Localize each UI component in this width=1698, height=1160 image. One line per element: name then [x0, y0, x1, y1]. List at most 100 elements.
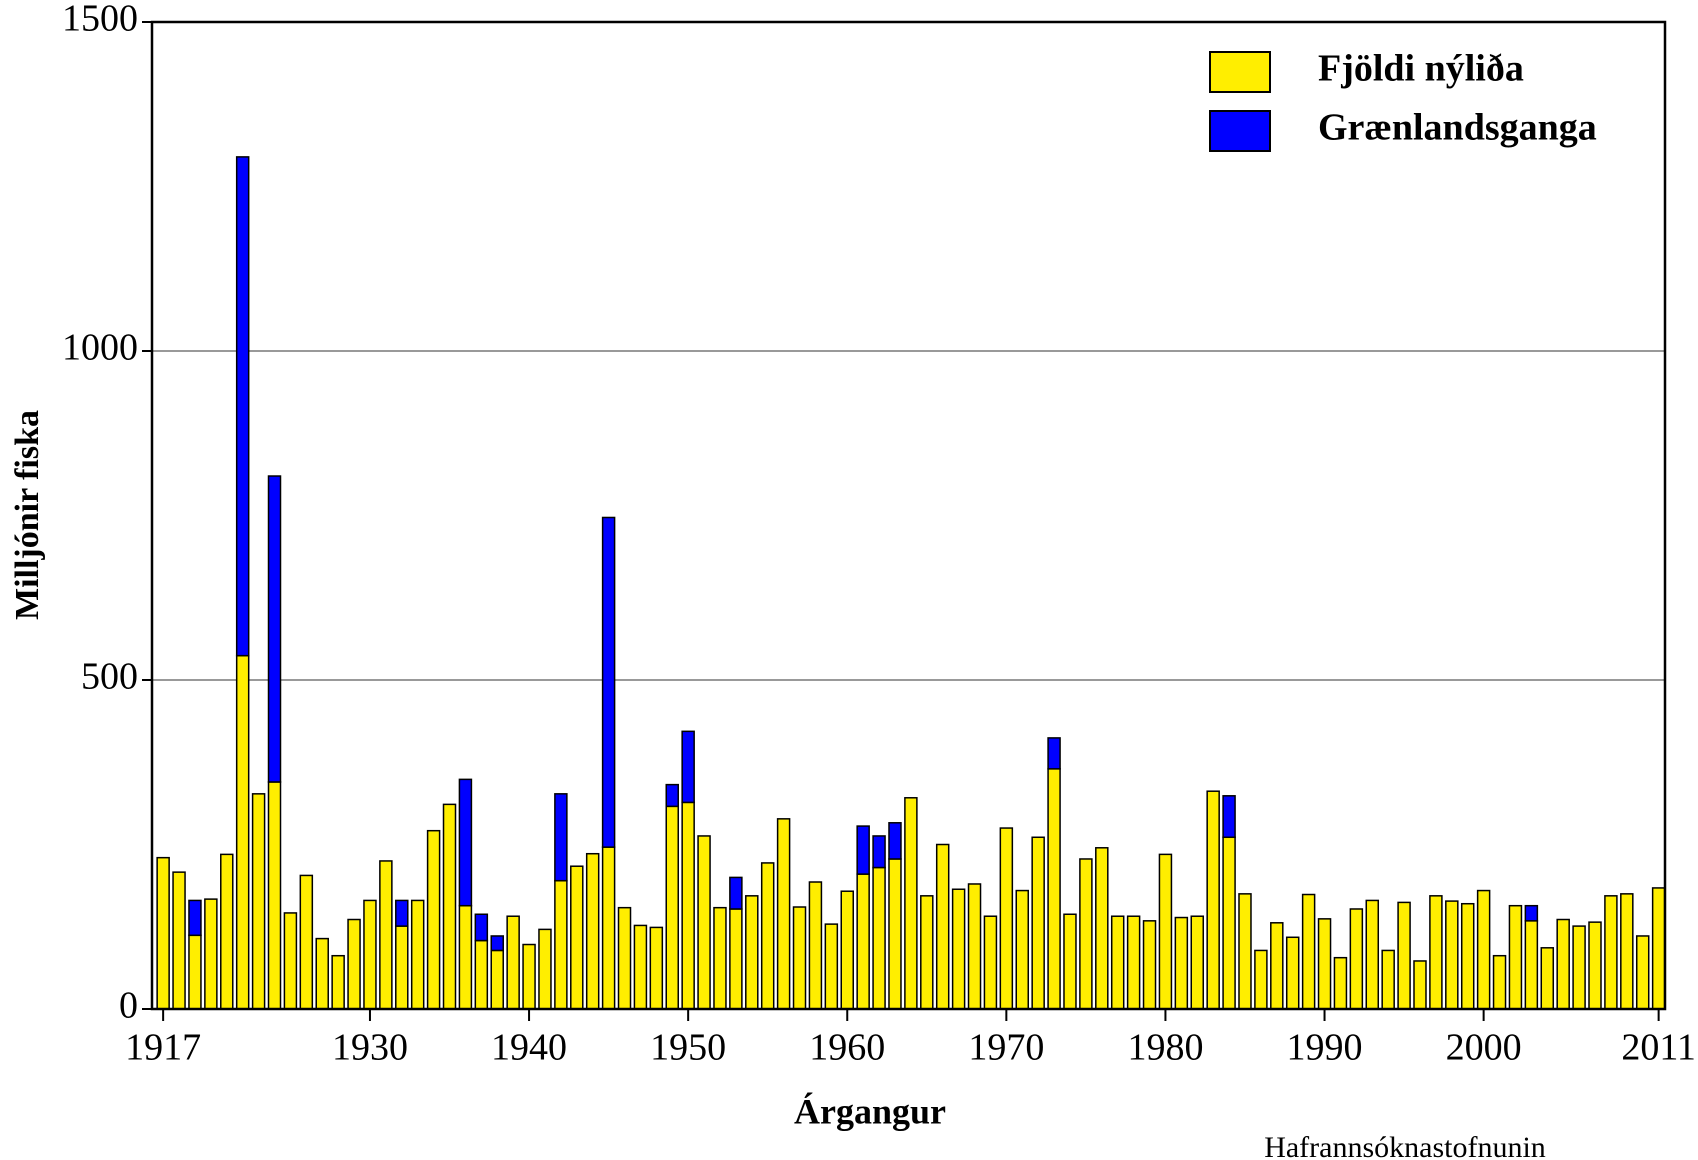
bar-segment: [1126, 915, 1141, 1010]
bar-segment: [1317, 918, 1332, 1010]
bar-segment: [1238, 893, 1252, 1010]
bar-segment: [1365, 899, 1380, 1010]
bar-segment: [729, 876, 743, 910]
bar-segment: [1206, 790, 1220, 1010]
bar-segment: [538, 928, 552, 1010]
bar-segment: [395, 899, 409, 927]
bar-segment: [1142, 920, 1157, 1010]
bar-segment: [395, 925, 409, 1010]
bar-segment: [474, 913, 489, 942]
bar-segment: [1460, 902, 1475, 1010]
x-tick-label: 2000: [1446, 1027, 1522, 1069]
x-tick-label: 1930: [332, 1027, 408, 1069]
bar-segment: [458, 904, 473, 1010]
bar-segment: [188, 899, 202, 937]
bar-segment: [872, 835, 886, 869]
bar-segment: [983, 915, 998, 1010]
bar-segment: [1556, 918, 1570, 1010]
bar-segment: [474, 939, 489, 1010]
bar-segment: [1047, 737, 1061, 770]
x-tick-label: 1917: [125, 1027, 201, 1069]
bar-segment: [856, 873, 870, 1010]
bar-segment: [729, 908, 743, 1010]
bar-segment: [1445, 900, 1459, 1010]
bar-segment: [490, 949, 504, 1010]
bar-segment: [904, 797, 918, 1010]
bar-segment: [315, 937, 329, 1010]
bar-segment: [1301, 893, 1316, 1010]
bar-segment: [458, 778, 473, 907]
bar-segment: [1031, 836, 1045, 1010]
bar-segment: [554, 879, 568, 1010]
bar-segment: [951, 888, 966, 1010]
bar-segment: [1476, 889, 1491, 1010]
bar-segment: [570, 865, 584, 1010]
bar-segment: [1429, 895, 1443, 1010]
bar-segment: [235, 156, 250, 657]
bar-segment: [1015, 889, 1030, 1010]
bar-segment: [442, 803, 457, 1010]
bar-segment: [1620, 893, 1634, 1010]
y-tick-label: 1500: [62, 0, 138, 40]
bar-segment: [426, 829, 441, 1010]
bar-segment: [490, 935, 504, 952]
bar-segment: [1397, 901, 1411, 1010]
bar-segment: [220, 853, 234, 1010]
bar-segment: [1158, 853, 1173, 1010]
bar-segment: [681, 730, 695, 804]
bar-segment: [920, 895, 934, 1010]
bar-segment: [1079, 858, 1093, 1010]
bar-segment: [1285, 936, 1300, 1010]
bar-segment: [665, 783, 679, 808]
bar-segment: [665, 805, 679, 1010]
bar-segment: [1572, 925, 1586, 1010]
bar-segment: [1333, 956, 1348, 1010]
bar-segment: [299, 874, 314, 1010]
bar-segment: [522, 943, 536, 1010]
x-tick-label: 1970: [968, 1027, 1044, 1069]
bar-segment: [633, 924, 648, 1010]
legend-label: Grænlandsganga: [1318, 107, 1597, 149]
bar-segment: [872, 866, 886, 1010]
legend-label: Fjöldi nýliða: [1318, 48, 1524, 90]
bar-segment: [617, 906, 632, 1010]
bar-segment: [1524, 904, 1539, 922]
bar-segment: [697, 835, 711, 1010]
bar-segment: [1047, 768, 1061, 1010]
bar-segment: [649, 926, 664, 1010]
bar-segment: [1588, 921, 1602, 1010]
x-tick-label: 1960: [809, 1027, 885, 1069]
bar-segment: [1095, 847, 1109, 1010]
bar-segment: [251, 793, 266, 1010]
y-tick-label: 0: [119, 985, 138, 1027]
bar-segment: [1651, 887, 1666, 1010]
bar-segment: [283, 912, 298, 1010]
y-tick-label: 500: [81, 656, 138, 698]
bar-segment: [713, 906, 727, 1010]
bar-segment: [1524, 920, 1539, 1010]
legend-swatch: [1209, 51, 1271, 93]
bar-segment: [888, 822, 902, 860]
bar-segment: [792, 906, 807, 1010]
bar-segment: [1381, 949, 1395, 1010]
bar-segment: [379, 860, 393, 1010]
bar-segment: [1349, 908, 1364, 1010]
bar-segment: [824, 923, 839, 1010]
y-axis-label: Milljónir fiska: [9, 410, 46, 620]
annotation: Hafrannsóknastofnunin: [1264, 1131, 1546, 1160]
x-tick-label: 1990: [1287, 1027, 1363, 1069]
x-tick-label: 1940: [491, 1027, 567, 1069]
bar-segment: [601, 846, 616, 1010]
bar-segment: [172, 871, 186, 1010]
x-tick-label: 1950: [650, 1027, 726, 1069]
x-axis-label: Árgangur: [794, 1091, 946, 1131]
bar-segment: [188, 934, 202, 1010]
plot-frame: [150, 20, 1667, 1011]
bar-segment: [554, 793, 568, 882]
bar-segment: [156, 856, 170, 1010]
bar-segment: [204, 898, 218, 1010]
bar-segment: [331, 954, 345, 1010]
bar-segment: [1270, 922, 1284, 1010]
bar-segment: [601, 516, 616, 848]
